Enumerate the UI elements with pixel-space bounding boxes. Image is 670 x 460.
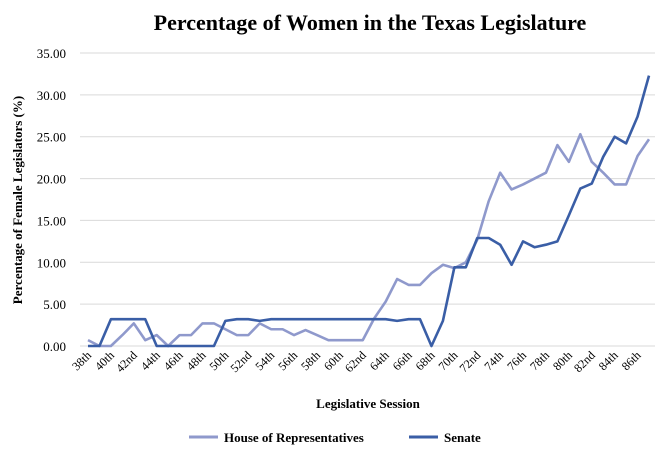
x-tick-label: 62nd (342, 348, 369, 375)
x-axis-label: Legislative Session (316, 396, 420, 411)
x-tick-label: 42nd (113, 348, 140, 375)
x-tick-label: 44th (138, 348, 163, 373)
x-tick-labels: 38th40th42nd44th46th48th50th52nd54th56th… (69, 348, 644, 375)
legend-label-house: House of Representatives (224, 430, 364, 445)
x-tick-label: 78th (527, 348, 552, 373)
y-tick-label: 25.00 (37, 130, 66, 145)
y-tick-label: 15.00 (37, 213, 66, 228)
y-tick-label: 10.00 (37, 255, 66, 270)
x-tick-label: 84th (596, 348, 621, 373)
series-line-senate (88, 76, 649, 346)
x-tick-label: 74th (481, 348, 506, 373)
gridlines (80, 53, 655, 346)
x-tick-label: 76th (504, 348, 529, 373)
x-tick-label: 68th (413, 348, 438, 373)
y-axis-label: Percentage of Female Legislators (%) (10, 96, 25, 304)
x-tick-label: 56th (275, 348, 300, 373)
y-tick-label: 35.00 (37, 46, 66, 61)
x-tick-label: 82nd (571, 348, 598, 375)
x-tick-label: 60th (321, 348, 346, 373)
x-tick-label: 64th (367, 348, 392, 373)
x-tick-label: 70th (435, 348, 460, 373)
legend-label-senate: Senate (444, 430, 481, 445)
series-lines (88, 76, 649, 347)
x-tick-label: 40th (92, 348, 117, 373)
x-tick-label: 86th (619, 348, 644, 373)
x-tick-label: 50th (207, 348, 232, 373)
x-tick-label: 66th (390, 348, 415, 373)
x-tick-label: 72nd (457, 348, 484, 375)
x-tick-label: 54th (252, 348, 277, 373)
y-tick-label: 20.00 (37, 172, 66, 187)
series-line-house (88, 134, 649, 346)
x-tick-label: 52nd (228, 348, 255, 375)
y-tick-label: 0.00 (43, 339, 66, 354)
x-tick-label: 46th (161, 348, 186, 373)
legend: House of Representatives Senate (189, 430, 481, 445)
x-tick-label: 58th (298, 348, 323, 373)
chart-title: Percentage of Women in the Texas Legisla… (154, 10, 587, 35)
x-tick-label: 48th (184, 348, 209, 373)
y-tick-labels: 0.00 5.00 10.00 15.00 20.00 25.00 30.00 35.00 (37, 46, 66, 354)
x-tick-label: 80th (550, 348, 575, 373)
x-tick-label: 38th (69, 348, 94, 373)
y-tick-label: 5.00 (43, 297, 66, 312)
y-tick-label: 30.00 (37, 88, 66, 103)
